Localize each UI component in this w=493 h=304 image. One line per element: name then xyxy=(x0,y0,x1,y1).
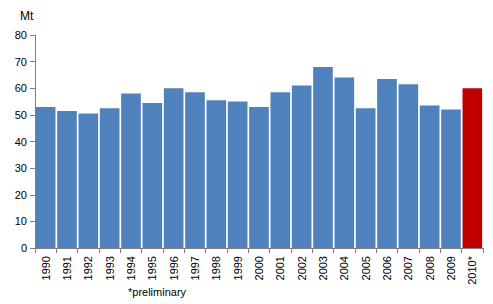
svg-text:2007: 2007 xyxy=(402,256,414,280)
svg-text:2002: 2002 xyxy=(296,256,308,280)
svg-text:70: 70 xyxy=(15,56,27,68)
svg-text:2000: 2000 xyxy=(253,256,265,280)
svg-text:1990: 1990 xyxy=(40,256,52,280)
svg-text:2008: 2008 xyxy=(424,256,436,280)
svg-text:1994: 1994 xyxy=(125,256,137,280)
svg-text:0: 0 xyxy=(21,242,27,254)
svg-text:2001: 2001 xyxy=(274,256,286,280)
svg-text:2005: 2005 xyxy=(360,256,372,280)
svg-text:30: 30 xyxy=(15,162,27,174)
svg-text:1993: 1993 xyxy=(104,256,116,280)
svg-text:1995: 1995 xyxy=(146,256,158,280)
svg-text:2003: 2003 xyxy=(317,256,329,280)
svg-text:Mt: Mt xyxy=(20,9,34,23)
svg-text:2004: 2004 xyxy=(338,256,350,280)
svg-text:2010*: 2010* xyxy=(466,255,478,284)
svg-text:40: 40 xyxy=(15,136,27,148)
svg-text:1999: 1999 xyxy=(232,256,244,280)
svg-text:1996: 1996 xyxy=(168,256,180,280)
svg-text:1998: 1998 xyxy=(210,256,222,280)
svg-text:20: 20 xyxy=(15,189,27,201)
svg-text:50: 50 xyxy=(15,109,27,121)
svg-text:2006: 2006 xyxy=(381,256,393,280)
svg-text:60: 60 xyxy=(15,82,27,94)
svg-text:80: 80 xyxy=(15,29,27,41)
svg-text:1991: 1991 xyxy=(61,256,73,280)
svg-text:*preliminary: *preliminary xyxy=(128,286,187,298)
svg-text:1992: 1992 xyxy=(82,256,94,280)
svg-text:2009: 2009 xyxy=(445,256,457,280)
svg-text:1997: 1997 xyxy=(189,256,201,280)
svg-text:10: 10 xyxy=(15,215,27,227)
